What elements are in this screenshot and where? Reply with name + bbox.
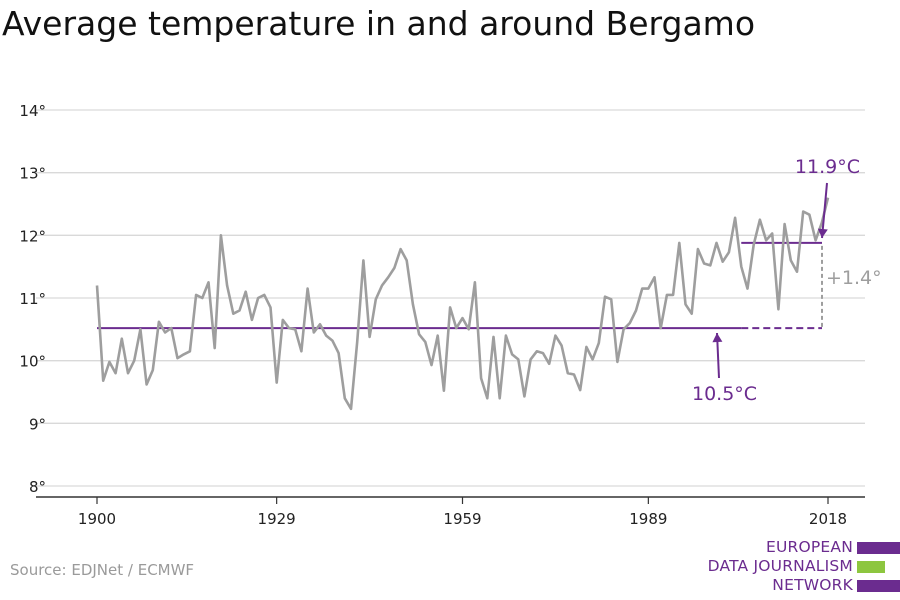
y-tick-label-12: 12°: [19, 227, 46, 245]
baseline-arrow-head: [712, 333, 723, 343]
series-layer: [95, 197, 830, 411]
logo-line-2: DATA JOURNALISM: [707, 557, 853, 575]
annotations: 11.9°C 10.5°C +1.4°: [692, 156, 882, 405]
y-tick-label-14: 14°: [19, 102, 46, 120]
annotation-baseline-mean: 10.5°C: [692, 383, 757, 405]
edjnet-logo[interactable]: EUROPEAN DATA JOURNALISM NETWORK: [705, 538, 900, 594]
x-tick-label-1989: 1989: [629, 510, 667, 528]
logo-line-3: NETWORK: [772, 576, 853, 594]
grid-lines: [36, 109, 865, 487]
logo-bar-purple-bottom: [857, 580, 900, 592]
chart-title: Average temperature in and around Bergam…: [2, 4, 756, 43]
logo-bar-purple-top: [857, 542, 900, 554]
x-tick-label-1929: 1929: [258, 510, 296, 528]
source-note: Source: EDJNet / ECMWF: [10, 561, 195, 579]
recent-arrow-shaft: [821, 182, 828, 239]
x-tick-label-2018: 2018: [809, 510, 847, 528]
y-tick-label-10: 10°: [19, 353, 46, 371]
y-tick-label-11: 11°: [19, 290, 46, 308]
x-tick-label-1959: 1959: [443, 510, 481, 528]
annotation-difference: +1.4°: [826, 267, 882, 289]
logo-line-1: EUROPEAN: [765, 538, 853, 556]
y-tick-label-9: 9°: [29, 415, 46, 433]
y-tick-label-13: 13°: [19, 165, 46, 183]
axes: 8° 9° 10° 11° 12° 13° 14° 1900 1929 1959 1989 2018: [19, 102, 865, 528]
y-tick-label-8: 8°: [29, 478, 46, 496]
annotation-recent-mean: 11.9°C: [795, 156, 860, 178]
recent-arrow-head: [817, 228, 828, 238]
x-tick-label-1900: 1900: [78, 510, 116, 528]
series-line-temperature: [95, 197, 830, 411]
logo-bar-green: [857, 561, 885, 573]
